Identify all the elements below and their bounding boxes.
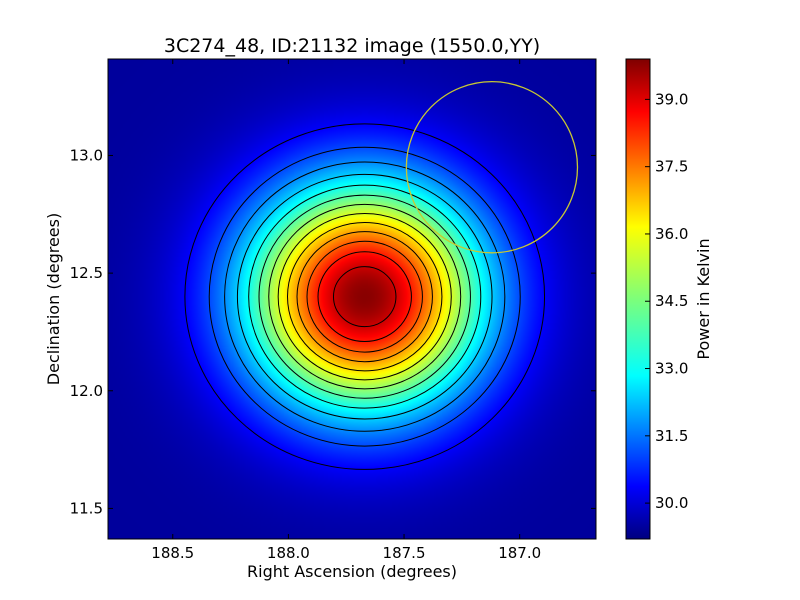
contour-line [277,212,452,381]
colorbar-tick-label: 37.5 [655,158,688,176]
x-tick-label: 187.5 [383,544,426,562]
plot-frame [107,58,597,540]
colorbar-tick-label: 39.0 [655,90,688,108]
region-circle [405,81,579,254]
y-axis-label: Declination (degrees) [44,213,63,385]
contour-line [208,146,521,447]
x-tick-label: 188.5 [151,544,194,562]
colorbar: 30.0 31.5 33.0 34.5 36.0 37.5 39.0 Power in Ke… [625,58,713,540]
x-tick-label: 187.0 [498,544,541,562]
contour-line [248,184,482,409]
y-tick-label: 11.5 [70,499,103,517]
y-tick-label: 13.0 [70,146,103,164]
contour-line [317,251,412,343]
colorbar-tick-label: 31.5 [655,427,688,445]
contour-line [224,161,506,432]
contour-line [332,266,397,328]
contour-line [296,231,433,363]
y-tick-label: 12.5 [70,264,103,282]
colorbar-tick-label: 34.5 [655,292,688,310]
x-axis-label: Right Ascension (degrees) [247,562,457,581]
contour-line [236,173,493,420]
colorbar-gradient [625,58,651,540]
chart-title: 3C274_48, ID:21132 image (1550.0,YY) [164,35,540,57]
contour-line [258,194,471,399]
plot-area: 188.5 188.0 187.5 187.0 11.5 12.0 12.5 13.0 [70,58,597,562]
y-axis-ticks: 11.5 12.0 12.5 13.0 [70,146,596,517]
colorbar-tick-label: 30.0 [655,494,688,512]
colorbar-tick-label: 33.0 [655,360,688,378]
colorbar-tick-label: 36.0 [655,225,688,243]
contour-line [184,123,546,470]
contour-line [306,240,423,353]
x-axis-ticks: 188.5 188.0 187.5 187.0 [151,59,541,562]
colorbar-ticks: 30.0 31.5 33.0 34.5 36.0 37.5 39.0 [645,90,688,512]
contour-line [287,221,443,372]
y-tick-label: 12.0 [70,382,103,400]
x-tick-label: 188.0 [267,544,310,562]
heatmap-image [108,59,596,539]
contour-lines [184,123,546,470]
contour-line [268,203,462,390]
colorbar-label: Power in Kelvin [694,238,713,359]
